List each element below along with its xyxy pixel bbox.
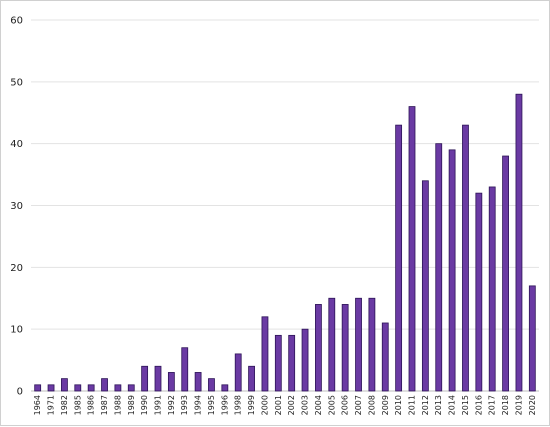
bar-2009 [381, 322, 389, 392]
bar-1998 [234, 353, 242, 392]
x-tick-label: 1995 [207, 395, 216, 415]
bar-1990 [141, 365, 149, 392]
bar-2014 [448, 149, 456, 392]
bar-1996 [221, 384, 229, 392]
bar-1995 [208, 378, 215, 392]
bar-2017 [488, 186, 496, 392]
x-tick-label: 2010 [394, 395, 403, 415]
bar-1994 [194, 372, 202, 392]
x-tick-label: 1985 [73, 395, 82, 415]
x-tick-label: 2013 [434, 395, 443, 415]
bar-2015 [462, 124, 469, 392]
bar-1991 [154, 365, 162, 392]
bar-2003 [301, 328, 309, 392]
x-tick-label: 1991 [154, 395, 163, 415]
x-tick-label: 1987 [100, 395, 109, 415]
x-tick-label: 2009 [381, 395, 390, 415]
x-tick-label: 1964 [33, 395, 42, 415]
x-tick-label: 1989 [127, 395, 136, 415]
bar-2002 [288, 334, 296, 392]
x-tick-label: 2003 [301, 395, 310, 415]
x-tick-label: 1998 [234, 395, 243, 415]
bar-2020 [528, 285, 536, 392]
bar-1999 [248, 365, 255, 392]
bar-1982 [61, 378, 68, 392]
bar-2006 [341, 304, 349, 392]
bar-2019 [515, 93, 523, 392]
bar-2013 [435, 143, 443, 392]
x-tick-label: 2015 [461, 395, 470, 415]
x-tick-label: 2002 [287, 395, 296, 415]
x-tick-label: 2019 [514, 395, 523, 415]
x-tick-label: 1982 [60, 395, 69, 415]
bar-1992 [167, 372, 175, 392]
bar-1985 [74, 384, 82, 392]
bar-2011 [408, 106, 416, 392]
bar-2010 [395, 124, 403, 392]
bar-1964 [34, 384, 42, 392]
bar-2018 [502, 155, 509, 392]
x-tick-label: 1988 [113, 395, 122, 415]
bar-1987 [101, 378, 108, 392]
bar-1988 [114, 384, 122, 392]
x-tick-label: 1996 [220, 395, 229, 415]
bar-1971 [47, 384, 55, 392]
bar-2007 [355, 297, 362, 392]
y-tick-label: 0 [17, 387, 23, 398]
y-tick-label: 60 [10, 16, 23, 27]
x-tick-label: 2016 [474, 395, 483, 415]
y-tick-label: 30 [10, 201, 23, 212]
x-tick-label: 2020 [528, 395, 537, 415]
bar-2005 [328, 297, 336, 392]
x-tick-label: 1993 [180, 395, 189, 415]
bar-2016 [475, 192, 483, 392]
x-tick-label: 2012 [421, 395, 430, 415]
x-tick-label: 2014 [448, 395, 457, 415]
bar-1989 [127, 384, 135, 392]
bar-2004 [315, 304, 322, 392]
bar-2008 [368, 297, 376, 392]
x-tick-label: 1971 [47, 395, 56, 415]
bar-1993 [181, 347, 189, 392]
x-tick-label: 2005 [327, 395, 336, 415]
x-tick-label: 2007 [354, 395, 363, 415]
y-tick-label: 50 [10, 77, 23, 88]
bar-1986 [87, 384, 95, 392]
bar-2012 [421, 180, 429, 392]
x-tick-label: 2017 [488, 395, 497, 415]
y-tick-label: 40 [10, 139, 23, 150]
x-tick-label: 1994 [194, 395, 203, 415]
y-tick-label: 10 [10, 325, 23, 336]
x-tick-label: 1992 [167, 395, 176, 415]
x-tick-label: 1986 [87, 395, 96, 415]
x-tick-label: 2000 [260, 395, 269, 415]
y-tick-label: 20 [10, 263, 23, 274]
x-tick-label: 2008 [367, 395, 376, 415]
x-tick-label: 2011 [408, 395, 417, 415]
x-tick-label: 2006 [341, 395, 350, 415]
x-tick-label: 2018 [501, 395, 510, 415]
x-tick-label: 2004 [314, 395, 323, 415]
bar-2000 [261, 316, 269, 392]
bar-2001 [274, 334, 282, 392]
x-tick-label: 1999 [247, 395, 256, 415]
x-tick-label: 2001 [274, 395, 283, 415]
x-tick-label: 1990 [140, 395, 149, 415]
